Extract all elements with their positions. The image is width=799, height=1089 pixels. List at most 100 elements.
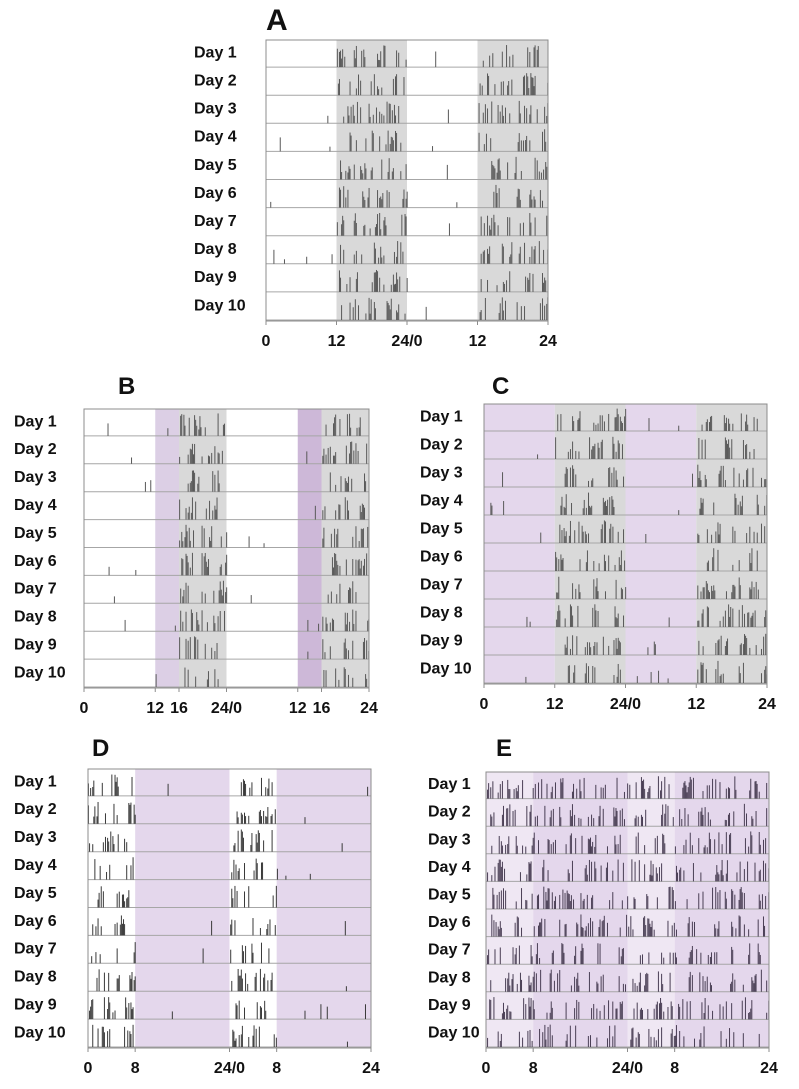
activity-bar	[717, 872, 719, 882]
activity-bar	[362, 565, 364, 576]
activity-bar	[369, 313, 371, 320]
activity-bar	[379, 197, 381, 208]
activity-bar	[344, 612, 346, 632]
activity-bar	[612, 1036, 614, 1047]
activity-bar	[637, 816, 639, 827]
day-label: Day 7	[194, 213, 237, 230]
activity-bar	[366, 553, 368, 576]
activity-bar	[506, 45, 508, 68]
activity-bar	[569, 835, 571, 854]
activity-bar	[393, 251, 395, 264]
activity-bar	[569, 520, 571, 543]
activity-bar	[129, 975, 131, 992]
activity-bar	[404, 213, 406, 236]
activity-bar	[524, 242, 526, 264]
activity-bar	[405, 198, 407, 208]
activity-bar	[381, 257, 383, 264]
activity-bar	[582, 900, 584, 909]
activity-bar	[498, 188, 500, 208]
activity-bar	[591, 814, 593, 827]
activity-bar	[587, 1036, 589, 1047]
activity-bar	[604, 500, 606, 515]
activity-bar	[391, 110, 393, 124]
activity-bar	[257, 830, 259, 852]
activity-bar	[182, 559, 184, 576]
activity-bar	[581, 835, 583, 854]
activity-bar	[340, 189, 342, 208]
activity-bar	[397, 312, 399, 320]
activity-bar	[498, 929, 500, 937]
activity-bar	[567, 893, 569, 909]
activity-bar	[620, 956, 622, 965]
activity-bar	[720, 465, 722, 487]
activity-bar	[553, 900, 555, 909]
activity-bar	[724, 819, 726, 827]
activity-bar	[645, 925, 647, 937]
activity-bar	[358, 559, 360, 576]
activity-bar	[597, 442, 599, 459]
activity-bar	[723, 415, 725, 431]
day-label: Day 8	[14, 969, 57, 986]
activity-bar	[727, 638, 729, 655]
activity-bar	[725, 440, 727, 459]
activity-bar	[570, 985, 572, 992]
activity-bar	[127, 897, 129, 908]
activity-bar	[713, 502, 715, 515]
activity-bar	[363, 225, 365, 236]
activity-bar	[692, 473, 694, 487]
activity-bar	[331, 254, 333, 264]
activity-bar	[364, 57, 366, 68]
activity-bar	[480, 253, 482, 264]
x-tick-label: 24/0	[211, 700, 242, 717]
activity-bar	[494, 84, 496, 96]
activity-bar	[392, 140, 394, 152]
activity-bar	[715, 928, 717, 937]
activity-bar	[492, 164, 494, 180]
activity-bar	[528, 997, 530, 1020]
activity-bar	[619, 564, 621, 571]
activity-bar	[731, 946, 733, 965]
activity-bar	[564, 536, 566, 543]
activity-bar	[707, 1005, 709, 1020]
activity-bar	[322, 616, 324, 632]
activity-bar	[609, 497, 611, 515]
day-label: Day 3	[14, 829, 57, 846]
activity-bar	[650, 860, 652, 882]
activity-bar	[547, 888, 549, 909]
activity-bar	[403, 189, 405, 208]
activity-bar	[118, 891, 120, 908]
activity-bar	[654, 838, 656, 854]
activity-bar	[345, 559, 347, 576]
activity-bar	[349, 277, 351, 292]
activity-bar	[214, 669, 216, 687]
activity-bar	[395, 115, 397, 124]
activity-bar	[571, 860, 573, 882]
activity-bar	[345, 197, 347, 208]
activity-bar	[699, 1039, 701, 1047]
activity-bar	[495, 922, 497, 937]
activity-bar	[340, 277, 342, 292]
activity-bar	[593, 561, 595, 571]
activity-bar	[183, 414, 185, 436]
activity-bar	[92, 786, 94, 796]
activity-bar	[626, 914, 628, 937]
activity-bar	[239, 975, 241, 992]
activity-bar	[719, 782, 721, 799]
activity-bar	[365, 138, 367, 152]
activity-bar	[483, 250, 485, 264]
activity-bar	[718, 473, 720, 487]
day-label: Day 7	[14, 941, 57, 958]
activity-bar	[732, 608, 734, 627]
activity-bar	[347, 674, 349, 687]
activity-bar	[109, 864, 111, 880]
activity-bar	[230, 924, 232, 936]
activity-bar	[734, 979, 736, 992]
activity-bar	[716, 952, 718, 965]
activity-bar	[241, 1025, 243, 1047]
activity-bar	[388, 158, 390, 180]
day-label: Day 2	[428, 804, 471, 821]
activity-bar	[742, 1033, 744, 1047]
activity-bar	[744, 634, 746, 655]
activity-bar	[565, 647, 567, 655]
